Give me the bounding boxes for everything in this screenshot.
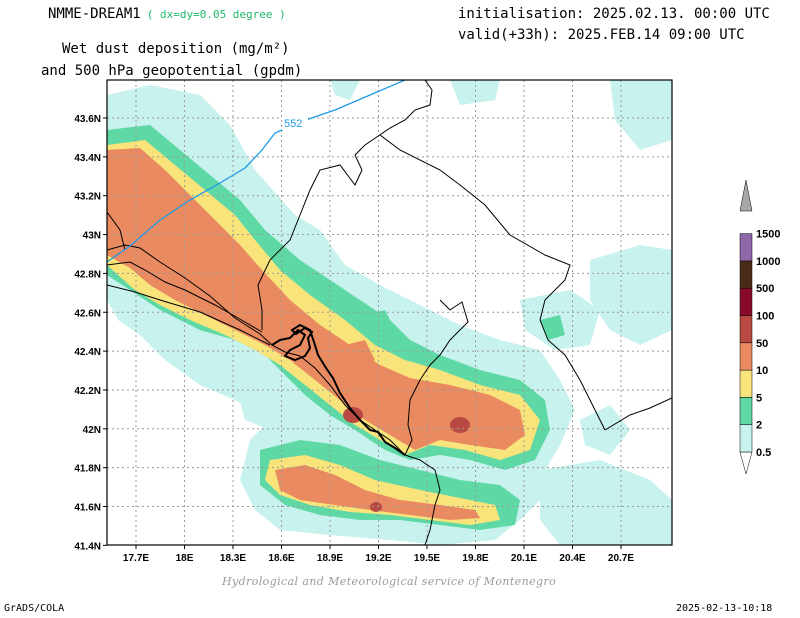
lon-tick-label: 20.1E xyxy=(511,553,537,564)
lat-tick-label: 41.6N xyxy=(74,503,101,514)
longitude-labels: 17.7E 18E 18.3E 18.6E 18.9E 19.2E 19.5E 19.8E 20… xyxy=(123,553,634,564)
lon-tick-label: 19.2E xyxy=(365,553,391,564)
contour-label-bg xyxy=(282,116,308,130)
footer-software: GrADS/COLA xyxy=(4,603,65,614)
colorbar-label: 2 xyxy=(756,420,762,432)
valid-time: valid(+33h): 2025.FEB.14 09:00 UTC xyxy=(458,27,745,43)
colorbar-bottom-arrow xyxy=(739,451,753,475)
lat-tick-label: 42.2N xyxy=(74,386,101,397)
lon-tick-label: 20.4E xyxy=(559,553,585,564)
colorbar-segment xyxy=(739,233,753,262)
colorbar-label: 10 xyxy=(756,365,768,377)
deposition-level-50 xyxy=(343,407,470,512)
tick-marks xyxy=(103,117,622,549)
model-resolution: ( dx=dy=0.05 degree ) xyxy=(146,8,286,21)
colorbar-segment xyxy=(739,397,753,425)
colorbar-segment xyxy=(739,287,753,316)
geopotential-contour: 552 xyxy=(107,80,406,263)
lon-tick-label: 17.7E xyxy=(123,553,149,564)
lat-tick-label: 43.2N xyxy=(74,192,101,203)
lat-tick-label: 43.4N xyxy=(74,153,101,164)
lon-tick-label: 19.8E xyxy=(462,553,488,564)
colorbar-label: 50 xyxy=(756,338,768,350)
colorbar-top-arrow xyxy=(739,179,753,212)
dust-deposition-field xyxy=(107,80,672,545)
model-name: NMME-DREAM1 xyxy=(48,6,141,22)
lat-tick-label: 42N xyxy=(83,425,101,436)
colorbar-segment xyxy=(739,369,753,398)
lat-tick-label: 43N xyxy=(83,231,101,242)
colorbar-segment xyxy=(739,315,753,344)
latitude-labels: 43.6N 43.4N 43.2N 43N 42.8N 42.6N 42.4N 42.2N 42… xyxy=(74,114,101,552)
lat-tick-label: 42.4N xyxy=(74,347,101,358)
lat-tick-label: 41.4N xyxy=(74,541,101,552)
colorbar-label: 1000 xyxy=(756,256,780,268)
colorbar-label: 1500 xyxy=(756,229,780,241)
contour-label: 552 xyxy=(284,118,302,130)
footer-credit: Hydrological and Meteorological service … xyxy=(222,575,557,588)
colorbar-segment xyxy=(739,424,753,453)
variable-title-line2: and 500 hPa geopotential (gpdm) xyxy=(41,63,303,79)
colorbar-label: 5 xyxy=(756,392,762,404)
lat-tick-label: 42.8N xyxy=(74,269,101,280)
colorbar-label: 500 xyxy=(756,283,774,295)
variable-title-line1: Wet dust deposition (mg/m²) xyxy=(62,41,290,57)
lat-tick-label: 42.6N xyxy=(74,308,101,319)
lon-tick-label: 18.9E xyxy=(317,553,343,564)
colorbar-label: 0.5 xyxy=(756,447,771,459)
colorbar-label: 100 xyxy=(756,311,774,323)
footer-timestamp: 2025-02-13-10:18 xyxy=(676,603,773,614)
lat-tick-label: 41.8N xyxy=(74,464,101,475)
initialisation-time: initialisation: 2025.02.13. 00:00 UTC xyxy=(458,6,770,22)
lon-tick-label: 19.5E xyxy=(414,553,440,564)
lon-tick-label: 20.7E xyxy=(608,553,634,564)
contour-line-552 xyxy=(107,80,406,263)
lon-tick-label: 18.3E xyxy=(220,553,246,564)
lon-tick-label: 18.6E xyxy=(268,553,294,564)
lat-tick-label: 43.6N xyxy=(74,114,101,125)
coastline xyxy=(271,323,406,456)
colorbar-segment xyxy=(739,342,753,371)
lon-tick-label: 18E xyxy=(176,553,194,564)
grid-lines xyxy=(107,80,672,545)
colorbar-legend: 0.5 2 5 10 50 100 500 1000 1500 xyxy=(739,179,780,475)
colorbar-segment xyxy=(739,260,753,289)
model-title: NMME-DREAM1 ( dx=dy=0.05 degree ) xyxy=(48,6,286,22)
